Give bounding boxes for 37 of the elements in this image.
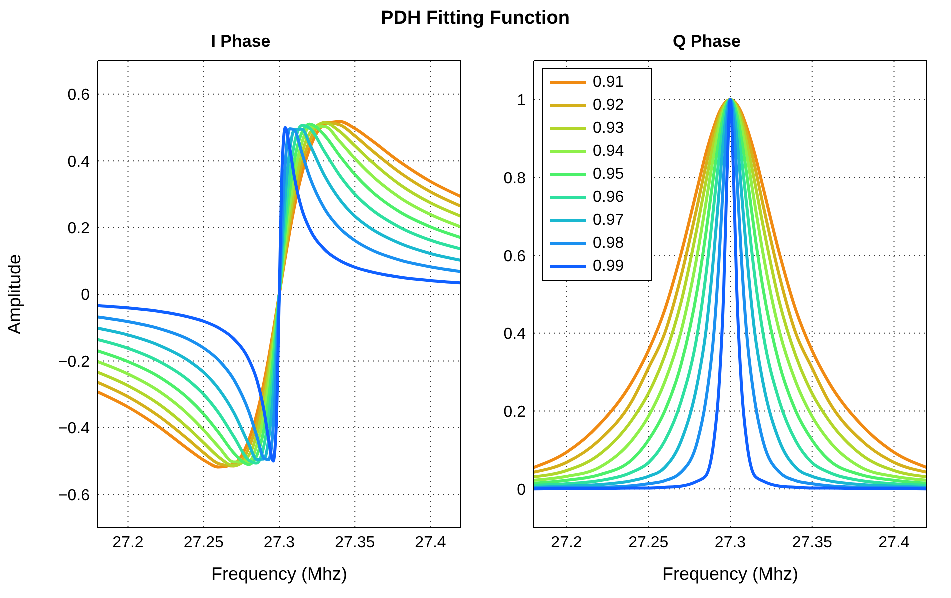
legend-label: 0.93	[593, 120, 624, 136]
x-tick-label: 27.2	[112, 534, 144, 552]
y-tick-label: 0	[517, 482, 526, 499]
legend-label: 0.99	[593, 258, 624, 274]
y-tick-label: −0.2	[58, 354, 90, 371]
y-tick-label: −0.4	[58, 420, 90, 438]
y-tick-label: 0.8	[504, 170, 526, 188]
y-tick-label: 0.6	[68, 87, 90, 104]
legend-label: 0.97	[593, 212, 624, 228]
x-axis-title: Frequency (Mhz)	[211, 564, 348, 584]
legend-label: 0.95	[593, 166, 624, 182]
legend-label: 0.92	[593, 96, 624, 114]
y-tick-label: 0.4	[504, 326, 526, 344]
chart-title: Q Phase	[672, 32, 742, 53]
text: PDH Fitting Function	[380, 8, 571, 31]
legend-label: 0.96	[593, 188, 624, 206]
y-tick-label: 0.2	[504, 404, 526, 421]
legend-label: 0.94	[593, 142, 624, 160]
y-tick-label: 0.6	[504, 248, 526, 266]
x-tick-label: 27.25	[184, 534, 224, 552]
y-tick-label: 0.2	[68, 220, 90, 238]
x-axis-title: Frequency (Mhz)	[662, 564, 799, 584]
chart-title: I Phase	[210, 32, 272, 53]
y-tick-label: 0	[81, 287, 90, 304]
y-tick-label: 1	[517, 92, 526, 110]
x-tick-label: 27.3	[714, 534, 746, 552]
y-tick-label: −0.6	[58, 487, 90, 504]
x-tick-label: 27.35	[792, 534, 832, 552]
x-tick-label: 27.4	[415, 534, 446, 552]
y-tick-label: 0.4	[68, 154, 90, 171]
legend-label: 0.98	[593, 234, 624, 252]
x-tick-label: 27.35	[335, 534, 376, 552]
legend-label: 0.91	[593, 74, 624, 90]
x-tick-label: 27.25	[628, 534, 669, 552]
x-tick-label: 27.2	[551, 534, 582, 552]
x-tick-label: 27.4	[878, 534, 910, 552]
x-tick-label: 27.3	[264, 534, 296, 552]
